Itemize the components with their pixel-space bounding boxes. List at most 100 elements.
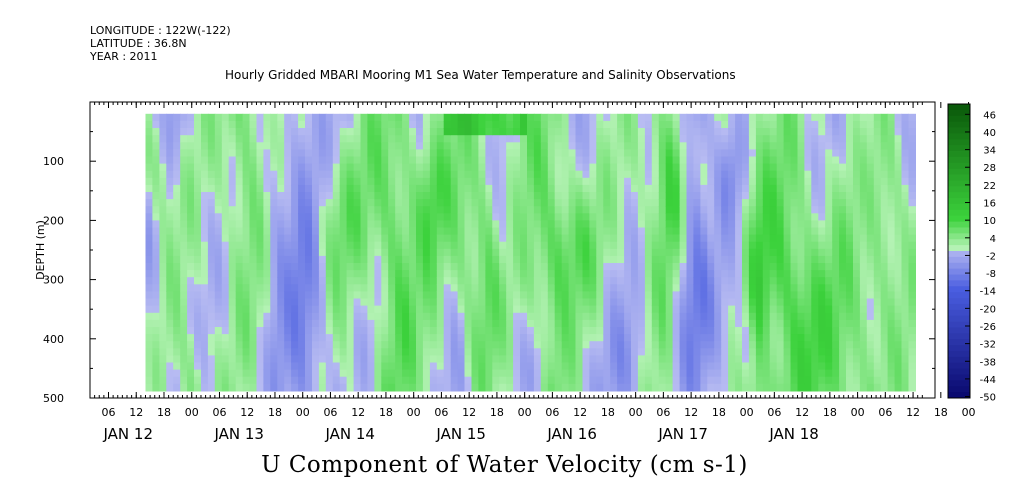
heatmap-cell <box>651 192 660 200</box>
heatmap-cell <box>617 383 625 392</box>
heatmap-cell <box>499 334 507 342</box>
heatmap-cell <box>312 341 320 349</box>
heatmap-cell <box>242 199 251 207</box>
heatmap-cell <box>561 163 570 172</box>
heatmap-cell <box>887 163 896 172</box>
heatmap-cell <box>610 206 618 214</box>
heatmap-cell <box>332 142 341 150</box>
heatmap-cell <box>249 291 257 300</box>
heatmap-cell <box>783 177 792 186</box>
heatmap-cell <box>409 263 417 271</box>
heatmap-cell <box>187 270 195 278</box>
x-tick-label: 00 <box>962 406 976 419</box>
heatmap-cell <box>395 327 403 335</box>
heatmap-cell <box>589 120 597 129</box>
heatmap-cell <box>187 291 195 300</box>
heatmap-cell <box>152 312 160 321</box>
heatmap-cell <box>811 177 819 186</box>
heatmap-cell <box>887 263 896 271</box>
heatmap-cell <box>617 234 625 243</box>
heatmap-cell <box>755 248 764 257</box>
heatmap-cell <box>728 312 736 321</box>
heatmap-cell <box>790 149 798 158</box>
heatmap-cell <box>825 291 833 300</box>
heatmap-cell <box>207 319 216 328</box>
heatmap-cell <box>804 192 812 200</box>
heatmap-cell <box>755 234 764 243</box>
heatmap-cell <box>409 199 417 207</box>
heatmap-cell <box>859 255 868 264</box>
heatmap-cell <box>866 291 875 300</box>
heatmap-cell <box>312 227 320 236</box>
heatmap-cell <box>325 192 334 200</box>
x-tick-label: 18 <box>157 406 171 419</box>
heatmap-cell <box>651 120 660 129</box>
heatmap-cell <box>416 284 424 292</box>
heatmap-cell <box>582 220 590 229</box>
heatmap-cell <box>610 213 618 221</box>
heatmap-cell <box>256 341 264 349</box>
heatmap-cell <box>755 241 764 250</box>
heatmap-cell <box>187 199 195 207</box>
heatmap-cell <box>228 113 237 122</box>
heatmap-cell <box>631 156 639 165</box>
heatmap-cell <box>443 220 452 229</box>
heatmap-cell <box>353 334 362 342</box>
heatmap-cell <box>443 199 452 207</box>
heatmap-cell <box>894 227 903 236</box>
heatmap-cell <box>825 177 833 186</box>
heatmap-cell <box>540 305 549 314</box>
heatmap-cell <box>533 327 542 335</box>
x-tick-label: 12 <box>462 406 476 419</box>
heatmap-cell <box>679 298 688 307</box>
heatmap-cell <box>790 341 798 349</box>
heatmap-cell <box>894 298 903 307</box>
heatmap-cell <box>436 113 445 122</box>
heatmap-cell <box>589 327 597 335</box>
heatmap-cell <box>422 192 431 200</box>
heatmap-cell <box>235 170 244 179</box>
heatmap-cell <box>887 341 896 349</box>
heatmap-cell <box>485 334 493 342</box>
heatmap-cell <box>339 369 348 378</box>
heatmap-cell <box>180 227 188 236</box>
heatmap-cell <box>360 291 368 300</box>
heatmap-cell <box>284 291 292 300</box>
heatmap-cell <box>873 206 882 214</box>
heatmap-cell <box>880 277 889 285</box>
heatmap-cell <box>201 128 209 136</box>
heatmap-cell <box>762 177 771 186</box>
heatmap-cell <box>859 334 868 342</box>
heatmap-cell <box>402 220 410 229</box>
heatmap-cell <box>464 376 472 385</box>
heatmap-cell <box>707 241 715 250</box>
heatmap-cell <box>395 362 403 371</box>
heatmap-cell <box>152 128 160 136</box>
heatmap-cell <box>298 113 306 122</box>
heatmap-cell <box>464 177 472 186</box>
heatmap-cell <box>235 163 244 172</box>
heatmap-cell <box>797 270 805 278</box>
heatmap-cell <box>325 220 334 229</box>
heatmap-cell <box>686 142 694 150</box>
heatmap-cell <box>145 206 153 214</box>
heatmap-cell <box>693 142 701 150</box>
heatmap-cell <box>700 220 708 229</box>
heatmap-cell <box>422 149 431 158</box>
heatmap-cell <box>360 334 368 342</box>
heatmap-cell <box>485 369 493 378</box>
heatmap-cell <box>471 128 479 136</box>
heatmap-cell <box>492 142 500 150</box>
heatmap-cell <box>214 177 223 186</box>
heatmap-cell <box>832 305 840 314</box>
heatmap-cell <box>277 163 285 172</box>
heatmap-cell <box>485 120 493 129</box>
heatmap-cell <box>811 383 819 392</box>
heatmap-cell <box>388 120 396 129</box>
heatmap-cell <box>478 199 486 207</box>
heatmap-cell <box>214 220 223 229</box>
heatmap-cell <box>242 156 251 165</box>
heatmap-cell <box>499 369 507 378</box>
heatmap-cell <box>436 298 445 307</box>
heatmap-cell <box>700 192 708 200</box>
